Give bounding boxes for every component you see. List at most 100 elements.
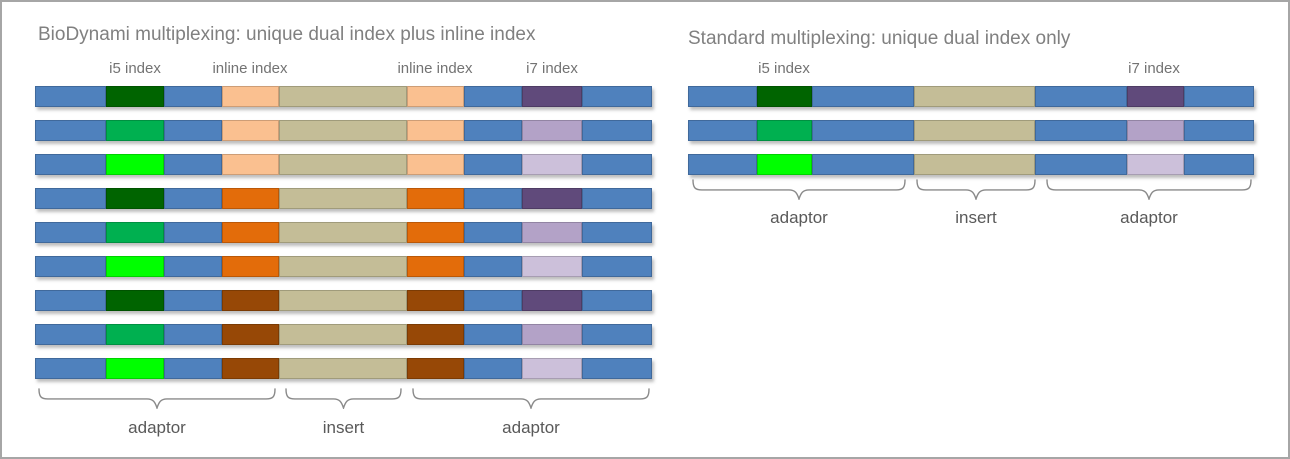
adaptor-arm-segment: [164, 86, 222, 107]
brace-adaptor: [412, 388, 650, 409]
adaptor-arm-segment: [164, 154, 222, 175]
i7-index-segment: [522, 86, 582, 107]
insert-segment: [279, 120, 407, 141]
adaptor-arm-segment: [464, 86, 522, 107]
inline-index-right-segment: [407, 86, 464, 107]
inline-index-right-segment: [407, 324, 464, 345]
adaptor-arm-segment: [35, 290, 106, 311]
brace-label-insert: insert: [955, 208, 997, 227]
i5-index-segment: [106, 256, 164, 277]
library-fragment-bar: [35, 290, 652, 311]
library-fragment-bar: [688, 154, 1254, 175]
adaptor-arm-segment: [688, 120, 757, 141]
i5-index-segment: [106, 120, 164, 141]
adaptor-arm-segment: [582, 86, 652, 107]
column-label-inline-index: inline index: [212, 60, 288, 77]
adaptor-arm-segment: [35, 324, 106, 345]
adaptor-arm-segment: [582, 324, 652, 345]
right-panel-title: Standard multiplexing: unique dual index…: [688, 28, 1071, 49]
adaptor-arm-segment: [164, 222, 222, 243]
i7-index-segment: [1127, 154, 1184, 175]
adaptor-arm-segment: [812, 120, 914, 141]
brace-label-adaptor: adaptor: [128, 418, 186, 437]
adaptor-arm-segment: [582, 120, 652, 141]
adaptor-arm-segment: [35, 120, 106, 141]
inline-index-left-segment: [222, 222, 279, 243]
i5-index-segment: [106, 188, 164, 209]
adaptor-arm-segment: [35, 256, 106, 277]
column-label-inline-index: inline index: [397, 60, 473, 77]
i5-index-segment: [757, 154, 812, 175]
insert-segment: [279, 154, 407, 175]
insert-segment: [279, 86, 407, 107]
i7-index-segment: [522, 154, 582, 175]
adaptor-arm-segment: [1184, 86, 1254, 107]
column-label-i5-index: i5 index: [109, 60, 161, 77]
adaptor-arm-segment: [812, 154, 914, 175]
brace-adaptor: [692, 179, 906, 200]
i5-index-segment: [106, 324, 164, 345]
inline-index-right-segment: [407, 222, 464, 243]
adaptor-arm-segment: [35, 154, 106, 175]
adaptor-arm-segment: [35, 86, 106, 107]
adaptor-arm-segment: [1035, 120, 1127, 141]
insert-segment: [914, 154, 1035, 175]
brace-label-adaptor: adaptor: [770, 208, 828, 227]
i5-index-segment: [106, 222, 164, 243]
inline-index-left-segment: [222, 86, 279, 107]
adaptor-arm-segment: [164, 256, 222, 277]
i5-index-segment: [106, 358, 164, 379]
brace-label-adaptor: adaptor: [1120, 208, 1178, 227]
insert-segment: [279, 290, 407, 311]
left-panel-title: BioDynami multiplexing: unique dual inde…: [38, 24, 536, 45]
adaptor-arm-segment: [464, 222, 522, 243]
adaptor-arm-segment: [582, 290, 652, 311]
i7-index-segment: [522, 188, 582, 209]
library-fragment-bar: [688, 120, 1254, 141]
i7-index-segment: [522, 256, 582, 277]
library-fragment-bar: [35, 324, 652, 345]
library-fragment-bar: [35, 188, 652, 209]
adaptor-arm-segment: [582, 256, 652, 277]
library-fragment-bar: [688, 86, 1254, 107]
inline-index-right-segment: [407, 188, 464, 209]
adaptor-arm-segment: [35, 222, 106, 243]
inline-index-left-segment: [222, 154, 279, 175]
i7-index-segment: [522, 358, 582, 379]
adaptor-arm-segment: [688, 154, 757, 175]
adaptor-arm-segment: [464, 290, 522, 311]
inline-index-left-segment: [222, 324, 279, 345]
insert-segment: [279, 188, 407, 209]
adaptor-arm-segment: [688, 86, 757, 107]
adaptor-arm-segment: [164, 290, 222, 311]
adaptor-arm-segment: [35, 188, 106, 209]
i7-index-segment: [522, 222, 582, 243]
library-fragment-bar: [35, 256, 652, 277]
insert-segment: [914, 120, 1035, 141]
adaptor-arm-segment: [582, 358, 652, 379]
adaptor-arm-segment: [464, 188, 522, 209]
insert-segment: [279, 358, 407, 379]
adaptor-arm-segment: [582, 154, 652, 175]
insert-segment: [279, 222, 407, 243]
brace-label-insert: insert: [322, 418, 365, 437]
adaptor-arm-segment: [812, 86, 914, 107]
brace-insert: [285, 388, 402, 409]
adaptor-arm-segment: [582, 222, 652, 243]
adaptor-arm-segment: [464, 120, 522, 141]
adaptor-arm-segment: [1184, 120, 1254, 141]
library-fragment-bar: [35, 120, 652, 141]
library-fragment-bar: [35, 154, 652, 175]
brace-adaptor: [38, 388, 276, 409]
i5-index-segment: [757, 86, 812, 107]
inline-index-left-segment: [222, 358, 279, 379]
brace-insert: [916, 179, 1036, 200]
inline-index-left-segment: [222, 188, 279, 209]
i5-index-segment: [106, 290, 164, 311]
adaptor-arm-segment: [464, 324, 522, 345]
column-label-i5-index: i5 index: [758, 60, 810, 77]
insert-segment: [914, 86, 1035, 107]
library-fragment-bar: [35, 358, 652, 379]
column-label-i7-index: i7 index: [1128, 60, 1180, 77]
